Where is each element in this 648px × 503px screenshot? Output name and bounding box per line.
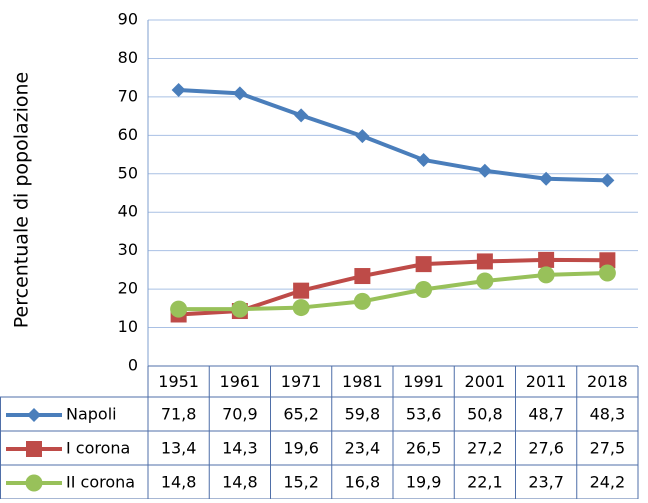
x-tick-label: 1971 bbox=[281, 372, 322, 391]
marker bbox=[353, 292, 371, 310]
table-value: 53,6 bbox=[406, 405, 442, 424]
legend-label: I corona bbox=[66, 439, 130, 458]
legend-marker bbox=[26, 441, 42, 457]
x-tick-label: 2011 bbox=[526, 372, 567, 391]
marker bbox=[354, 268, 371, 285]
y-tick-label: 10 bbox=[118, 317, 138, 336]
y-tick-label: 60 bbox=[118, 125, 138, 144]
table-value: 16,8 bbox=[345, 473, 381, 492]
y-tick-label: 30 bbox=[118, 240, 138, 259]
y-axis-label: Percentuale di popolazione bbox=[11, 72, 33, 328]
line bbox=[178, 87, 608, 183]
legend-marker bbox=[27, 408, 41, 422]
marker bbox=[232, 86, 247, 101]
table-value: 22,1 bbox=[467, 473, 503, 492]
x-tick-label: 2001 bbox=[465, 372, 506, 391]
y-tick-label: 50 bbox=[118, 163, 138, 182]
table-value: 71,8 bbox=[161, 405, 197, 424]
marker bbox=[598, 264, 616, 282]
marker bbox=[477, 163, 492, 178]
marker bbox=[599, 252, 616, 269]
marker bbox=[415, 256, 432, 273]
table-value: 48,3 bbox=[590, 405, 626, 424]
legend-marker bbox=[25, 474, 43, 492]
table-value: 65,2 bbox=[283, 405, 319, 424]
table-value: 27,2 bbox=[467, 439, 503, 458]
marker bbox=[537, 266, 555, 284]
marker bbox=[292, 299, 310, 317]
y-tick-label: 70 bbox=[118, 86, 138, 105]
marker bbox=[415, 280, 433, 298]
marker bbox=[293, 282, 310, 299]
table-value: 14,8 bbox=[161, 473, 197, 492]
marker bbox=[538, 251, 555, 268]
table-value: 23,7 bbox=[528, 473, 564, 492]
y-tick-label: 0 bbox=[128, 356, 138, 375]
table-value: 14,3 bbox=[222, 439, 258, 458]
table-value: 24,2 bbox=[590, 473, 626, 492]
y-tick-label: 80 bbox=[118, 48, 138, 67]
table-value: 50,8 bbox=[467, 405, 503, 424]
y-tick-label: 40 bbox=[118, 202, 138, 221]
marker bbox=[171, 82, 186, 97]
table-value: 26,5 bbox=[406, 439, 442, 458]
marker bbox=[294, 108, 309, 123]
x-tick-label: 1981 bbox=[342, 372, 383, 391]
x-tick-label: 2018 bbox=[587, 372, 628, 391]
table-value: 15,2 bbox=[283, 473, 319, 492]
x-tick-label: 1991 bbox=[403, 372, 444, 391]
y-tick-label: 20 bbox=[118, 279, 138, 298]
marker bbox=[416, 152, 431, 167]
x-tick-label: 1961 bbox=[220, 372, 261, 391]
table-value: 14,8 bbox=[222, 473, 258, 492]
table-value: 59,8 bbox=[345, 405, 381, 424]
table-value: 70,9 bbox=[222, 405, 258, 424]
table-value: 27,5 bbox=[590, 439, 626, 458]
table-value: 19,9 bbox=[406, 473, 442, 492]
table-value: 48,7 bbox=[528, 405, 564, 424]
marker bbox=[539, 171, 554, 186]
table-value: 27,6 bbox=[528, 439, 564, 458]
table-value: 23,4 bbox=[345, 439, 381, 458]
line bbox=[178, 270, 608, 312]
table-value: 13,4 bbox=[161, 439, 197, 458]
marker bbox=[231, 300, 249, 318]
marker bbox=[476, 253, 493, 270]
legend-label: II corona bbox=[66, 473, 135, 492]
legend-label: Napoli bbox=[66, 405, 117, 424]
marker bbox=[355, 129, 370, 144]
marker bbox=[476, 272, 494, 290]
marker bbox=[170, 300, 188, 318]
y-tick-label: 90 bbox=[118, 10, 138, 29]
table-value: 19,6 bbox=[283, 439, 319, 458]
x-tick-label: 1951 bbox=[158, 372, 199, 391]
marker bbox=[600, 173, 615, 188]
